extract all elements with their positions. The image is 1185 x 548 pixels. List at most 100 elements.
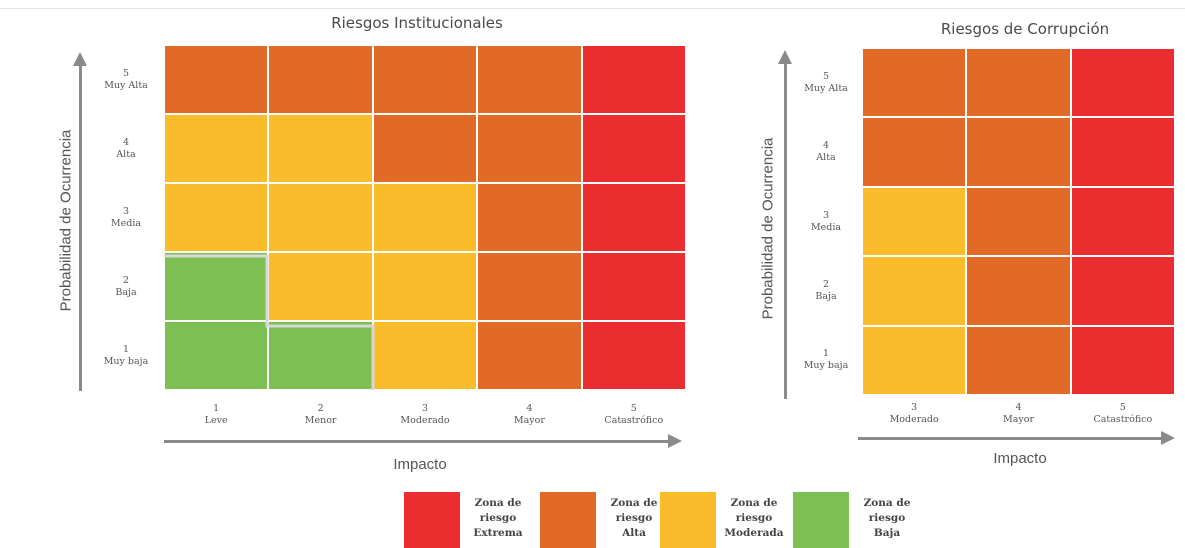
row-label: 3 Media [92,206,160,230]
matrix-cell-alta [966,256,1071,326]
row-label-name: Media [110,217,142,229]
row-label-number: 5 [822,70,830,82]
matrix-cell-moderada [268,183,373,252]
column-label-name: Catastrófico [604,415,664,426]
matrix-cell-baja [268,321,373,390]
legend-swatch-baja [793,492,849,548]
legend-label-line: riesgo [868,512,906,524]
matrix-cell-extrema [1070,256,1175,326]
column-label-number: 5 [630,403,637,414]
matrix-cell-moderada [372,321,478,390]
column-label: 5 Catastrófico [604,403,663,427]
column-label: 4 Mayor [1003,402,1034,426]
column-label: 3 Moderado [400,403,449,427]
row-label: 4 Alta [792,140,860,164]
top-divider [0,8,1185,9]
matrix-cell-alta [372,45,478,114]
row-label: 2 Baja [92,275,160,299]
matrix-cell-alta [477,252,582,321]
matrix-cell-alta [966,48,1071,118]
matrix-cell-baja [164,252,269,321]
legend-label-baja: Zona de riesgo Baja [855,496,919,541]
legend-label-line: Baja [873,527,901,539]
matrix-cell-alta [966,325,1071,395]
legend-swatch-extrema [404,492,460,548]
legend-label-line: Zona de [474,497,522,509]
row-label-name: Baja [115,286,137,298]
legend-swatch-moderada [660,492,716,548]
matrix-cell-alta [164,45,269,114]
matrix-cell-moderada [268,114,373,183]
institutional-row-labels: 5 Muy Alta 4 Alta 3 Media 2 Baja 1 Muy baja [92,45,160,390]
row-label: 5 Muy Alta [92,68,160,92]
column-label-name: Mayor [1002,414,1035,425]
row-label: 2 Baja [792,279,860,303]
matrix-cell-moderada [164,114,269,183]
column-label-number: 3 [911,402,918,413]
institutional-y-axis-label: Probabilidad de Ocurrencia [57,129,75,312]
row-label-number: 5 [122,67,130,79]
institutional-risk-matrix [164,45,686,390]
row-label: 4 Alta [92,137,160,161]
legend-label-moderada: Zona de riesgo Moderada [722,496,786,541]
matrix-cell-extrema [1070,186,1175,257]
row-label-number: 3 [122,205,130,217]
matrix-cell-alta [477,321,582,390]
row-label-number: 1 [122,343,130,355]
matrix-cell-extrema [1070,48,1175,118]
matrix-cell-extrema [1070,117,1175,187]
column-label: 2 Menor [305,403,337,427]
institutional-y-axis-arrow [73,52,87,391]
row-label: 1 Muy baja [92,344,160,368]
row-label-name: Alta [816,152,836,164]
column-label-number: 4 [526,403,533,414]
corruption-x-axis-arrow [858,431,1175,445]
matrix-cell-moderada [862,186,967,257]
institutional-x-axis-label: Impacto [393,456,447,473]
column-label: 1 Leve [205,403,228,427]
matrix-cell-alta [372,114,478,183]
column-label-name: Moderado [889,414,939,425]
matrix-cell-alta [862,48,967,118]
institutional-title: Riesgos Institucionales [331,14,503,32]
matrix-cell-extrema [581,45,686,114]
row-label-name: Muy baja [103,355,149,367]
legend-label-line: Zona de [730,497,778,509]
row-label: 5 Muy Alta [792,71,860,95]
legend-label-line: Moderada [724,527,784,539]
row-label-name: Baja [815,290,837,302]
matrix-cell-moderada [164,183,269,252]
matrix-cell-alta [966,186,1071,257]
corruption-x-axis-label: Impacto [993,450,1047,467]
matrix-cell-alta [862,117,967,187]
row-label-number: 4 [822,140,830,152]
legend-label-line: riesgo [735,512,773,524]
matrix-cell-moderada [862,256,967,326]
legend-label-line: Alta [622,527,646,539]
legend-label-line: riesgo [479,512,517,524]
row-label: 3 Media [792,210,860,234]
column-label-name: Moderado [400,415,450,426]
matrix-cell-extrema [581,321,686,390]
row-label-name: Muy baja [803,360,849,372]
institutional-x-axis-arrow [164,434,682,448]
column-label-name: Menor [304,415,337,426]
corruption-risk-matrix [862,48,1175,395]
row-label-name: Media [810,221,842,233]
row-label-name: Muy Alta [804,82,848,94]
legend-label-extrema: Zona de riesgo Extrema [466,496,530,541]
column-label: 4 Mayor [514,403,545,427]
row-label-number: 1 [822,348,830,360]
matrix-cell-moderada [268,252,373,321]
legend-label-line: riesgo [615,512,653,524]
corruption-title: Riesgos de Corrupción [940,20,1110,38]
column-label-number: 2 [317,403,324,414]
row-label-number: 2 [822,278,830,290]
row-label-number: 2 [122,274,130,286]
column-label-number: 3 [421,403,429,414]
matrix-cell-moderada [862,325,967,395]
row-label-name: Alta [116,148,136,160]
row-label-number: 3 [822,209,830,221]
matrix-cell-alta [477,183,582,252]
legend-label-line: Zona de [863,497,911,509]
